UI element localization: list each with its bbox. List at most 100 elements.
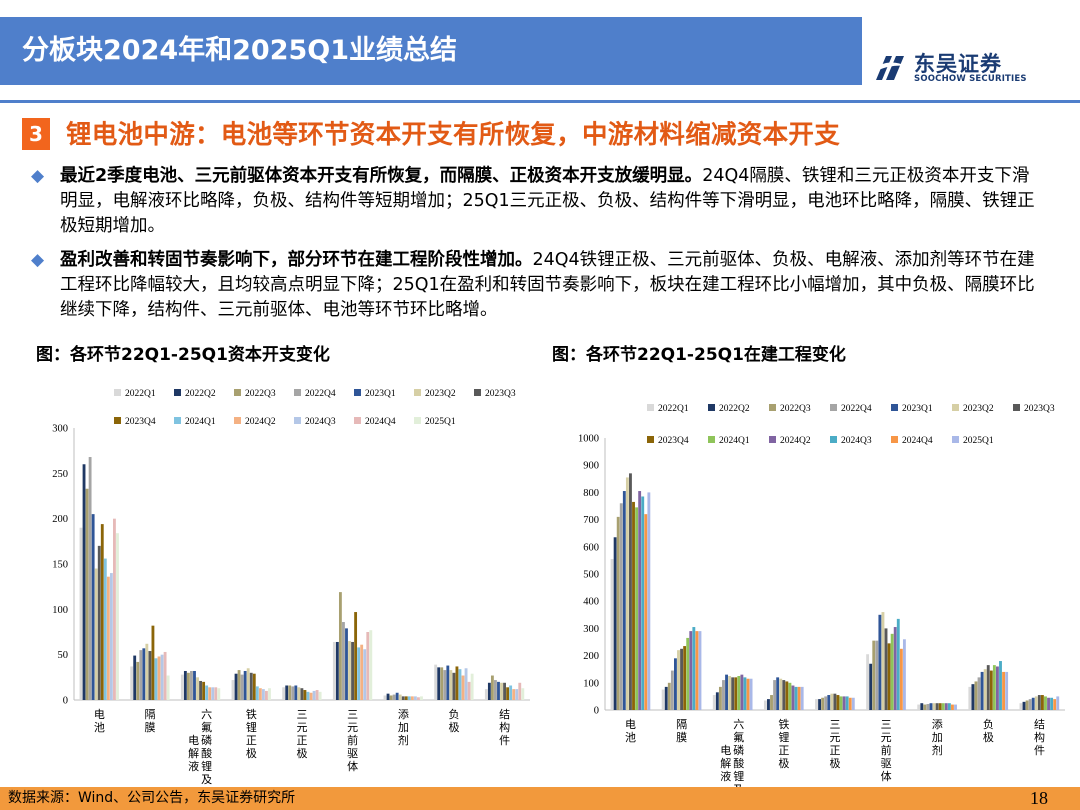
bar bbox=[288, 685, 292, 700]
y-tick-label: 800 bbox=[583, 488, 599, 499]
legend-label: 2024Q3 bbox=[305, 417, 336, 427]
bar bbox=[692, 627, 696, 710]
bar bbox=[401, 696, 405, 700]
x-tick-label: 氟 bbox=[733, 731, 744, 744]
logo-en-text: SOOCHOW SECURITIES bbox=[914, 74, 1027, 84]
x-tick-label: 膜 bbox=[145, 721, 156, 734]
capex-chart: 2022Q1 2022Q2 2022Q3 2022Q4 2023Q1 2023Q2 2023… bbox=[52, 389, 530, 785]
bar bbox=[509, 685, 513, 700]
bar bbox=[1005, 671, 1009, 710]
bar bbox=[193, 670, 196, 700]
bar bbox=[113, 518, 116, 700]
bar bbox=[268, 688, 271, 700]
legend-swatch bbox=[234, 389, 241, 396]
bar bbox=[407, 696, 411, 700]
page-number: 18 bbox=[1030, 788, 1048, 808]
bar bbox=[437, 667, 441, 700]
legend-label: 2024Q2 bbox=[780, 436, 811, 446]
bar bbox=[366, 632, 370, 700]
bar bbox=[926, 704, 930, 710]
bar bbox=[725, 674, 728, 710]
bar bbox=[506, 687, 510, 700]
x-tick-label: 六 bbox=[201, 708, 212, 721]
bar bbox=[728, 676, 732, 710]
bar bbox=[902, 639, 906, 710]
header: 分板块2024年和2025Q1业绩总结 东吴证券 SOOCHOW SECURIT… bbox=[0, 0, 1080, 103]
y-tick-label: 200 bbox=[583, 651, 599, 662]
x-tick-label: 剂 bbox=[398, 733, 409, 747]
bar bbox=[369, 630, 373, 700]
y-tick-label: 1000 bbox=[578, 434, 599, 445]
bullet-diamond-icon: ◆ bbox=[31, 166, 45, 186]
bar bbox=[1056, 696, 1060, 710]
bar bbox=[291, 686, 295, 700]
x-tick-label: 磷 bbox=[201, 734, 212, 747]
bar bbox=[148, 651, 152, 700]
bar bbox=[932, 703, 936, 710]
bar bbox=[731, 677, 735, 710]
bar bbox=[698, 631, 702, 710]
x-tick-label: 电 bbox=[188, 734, 199, 747]
bar bbox=[252, 673, 256, 700]
x-tick-label: 元 bbox=[881, 731, 892, 744]
bar bbox=[303, 690, 307, 700]
x-tick-label: 正 bbox=[246, 734, 257, 747]
bar bbox=[749, 678, 753, 710]
bar bbox=[878, 614, 882, 710]
legend-swatch bbox=[294, 417, 301, 424]
x-tick-label: 件 bbox=[1034, 744, 1045, 757]
bar bbox=[335, 641, 339, 700]
bullet-paragraph-1: 最近2季度电池、三元前驱体资本开支有所恢复，而隔膜、正极资本开支放缓明显。24Q… bbox=[60, 164, 1045, 239]
bar bbox=[392, 694, 396, 700]
bar bbox=[413, 696, 417, 700]
bar bbox=[249, 672, 253, 700]
bar bbox=[999, 661, 1002, 710]
x-tick-label: 前 bbox=[881, 743, 892, 757]
legend-label: 2025Q1 bbox=[425, 417, 456, 427]
bar bbox=[300, 688, 304, 700]
bar bbox=[625, 477, 629, 710]
x-tick-label: 元 bbox=[347, 721, 358, 734]
bar bbox=[467, 681, 471, 700]
bar bbox=[136, 661, 140, 700]
x-tick-label: 体 bbox=[881, 769, 892, 783]
bar bbox=[770, 695, 773, 710]
bar bbox=[190, 670, 193, 700]
bar bbox=[824, 696, 828, 710]
bar bbox=[788, 682, 792, 710]
x-tick-label: 正 bbox=[778, 744, 789, 757]
bar bbox=[1028, 699, 1032, 710]
bar bbox=[875, 640, 879, 710]
bar bbox=[515, 689, 519, 700]
bar bbox=[464, 668, 468, 700]
bar bbox=[354, 612, 358, 700]
x-tick-label: 前 bbox=[347, 733, 358, 747]
x-tick-label: 三 bbox=[347, 708, 358, 721]
bar bbox=[941, 703, 945, 710]
bar bbox=[923, 704, 927, 710]
x-tick-label: 及 bbox=[733, 783, 744, 787]
x-tick-label: 添 bbox=[398, 707, 409, 721]
bar bbox=[255, 686, 259, 700]
bar bbox=[782, 680, 786, 710]
y-tick-label: 0 bbox=[63, 696, 68, 707]
bar bbox=[977, 677, 981, 710]
bar bbox=[151, 625, 155, 700]
x-tick-label: 锂 bbox=[201, 759, 212, 773]
x-tick-label: 液 bbox=[720, 769, 731, 783]
x-tick-label: 锂 bbox=[778, 730, 789, 744]
y-tick-label: 700 bbox=[583, 515, 599, 526]
x-tick-label: 膜 bbox=[676, 731, 687, 744]
bar bbox=[635, 507, 639, 710]
x-tick-label: 极 bbox=[449, 720, 460, 734]
bar bbox=[106, 576, 110, 700]
bar bbox=[338, 592, 342, 700]
bar bbox=[683, 646, 687, 710]
x-tick-label: 锂 bbox=[733, 769, 744, 783]
bar bbox=[989, 670, 993, 710]
legend-label: 2024Q4 bbox=[365, 417, 396, 427]
x-tick-label: 液 bbox=[188, 759, 199, 773]
x-tick-label: 隔 bbox=[145, 708, 156, 721]
bar bbox=[954, 704, 957, 710]
bar bbox=[109, 573, 113, 700]
